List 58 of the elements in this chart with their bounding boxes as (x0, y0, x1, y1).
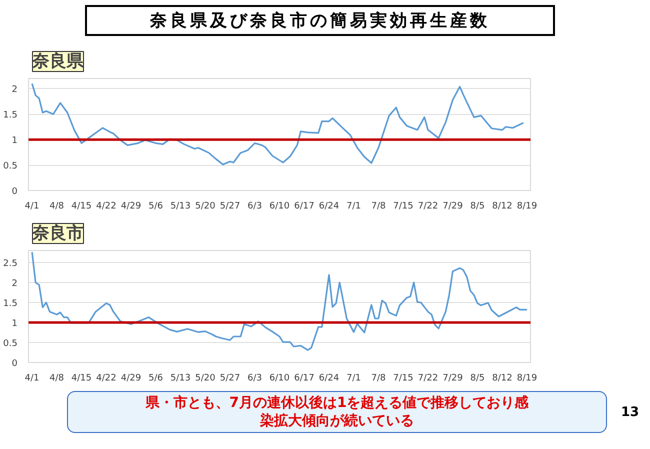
x-tick-label: 7/22 (418, 374, 438, 384)
line-series (31, 251, 528, 351)
x-tick-label: 5/6 (148, 202, 164, 212)
y-tick-label: 0.5 (3, 339, 18, 349)
y-tick-label: 0 (12, 187, 18, 197)
x-tick-label: 8/12 (492, 202, 512, 212)
x-tick-label: 4/22 (96, 202, 116, 212)
x-tick-label: 7/1 (346, 374, 361, 384)
x-tick-label: 7/8 (371, 374, 386, 384)
x-tick-label: 4/22 (96, 374, 116, 384)
x-tick-label: 4/29 (120, 374, 142, 384)
x-tick-label: 7/8 (371, 202, 386, 212)
x-tick-label: 8/5 (470, 374, 485, 384)
x-tick-label: 5/13 (170, 374, 191, 384)
y-tick-label: 1.5 (3, 299, 18, 309)
x-tick-label: 4/15 (71, 202, 92, 212)
x-tick-label: 4/29 (120, 202, 142, 212)
x-tick-label: 5/13 (170, 202, 191, 212)
y-tick-label: 1 (12, 319, 18, 329)
x-tick-label: 6/17 (294, 374, 314, 384)
x-tick-label: 6/3 (248, 202, 262, 212)
x-tick-label: 5/20 (195, 202, 216, 212)
y-tick-label: 1.5 (3, 110, 18, 121)
x-tick-label: 5/20 (195, 374, 216, 384)
x-tick-label: 6/3 (248, 374, 262, 384)
x-tick-label: 6/24 (318, 202, 340, 212)
x-tick-label: 8/19 (516, 374, 538, 384)
x-tick-label: 7/29 (442, 202, 464, 212)
x-tick-label: 8/12 (492, 374, 512, 384)
x-tick-label: 7/29 (442, 374, 464, 384)
x-tick-label: 8/19 (516, 202, 538, 212)
y-tick-label: 2 (12, 85, 18, 96)
x-tick-label: 4/15 (71, 374, 92, 384)
y-tick-label: 0 (12, 359, 18, 369)
x-tick-label: 7/15 (393, 374, 414, 384)
y-tick-label: 1 (12, 136, 18, 146)
x-tick-label: 6/10 (269, 202, 290, 212)
x-tick-label: 5/27 (220, 374, 240, 384)
x-tick-label: 7/15 (393, 202, 414, 212)
x-tick-label: 6/24 (318, 374, 340, 384)
y-tick-label: 2 (12, 279, 18, 289)
x-tick-label: 6/17 (294, 202, 314, 212)
x-tick-label: 4/8 (50, 202, 64, 212)
x-tick-label: 4/8 (50, 374, 64, 384)
x-tick-label: 8/5 (470, 202, 485, 212)
line-series (31, 82, 524, 166)
x-tick-label: 5/6 (148, 374, 164, 384)
text: 13 (621, 404, 640, 420)
x-tick-label: 6/10 (269, 374, 290, 384)
x-tick-label: 5/27 (220, 202, 240, 212)
x-tick-label: 4/1 (24, 202, 40, 212)
x-tick-label: 7/22 (418, 202, 438, 212)
text: 奈良県及び奈良市の簡易実効再生産数 (85, 5, 555, 36)
y-tick-label: 2.5 (3, 259, 18, 269)
x-tick-label: 7/1 (346, 202, 361, 212)
y-tick-label: 0.5 (3, 162, 18, 172)
text: 県・市とも、7月の連休以後は1を超える値で推移しており感染拡大傾向が続いている (144, 394, 530, 430)
x-tick-label: 4/1 (24, 374, 40, 384)
